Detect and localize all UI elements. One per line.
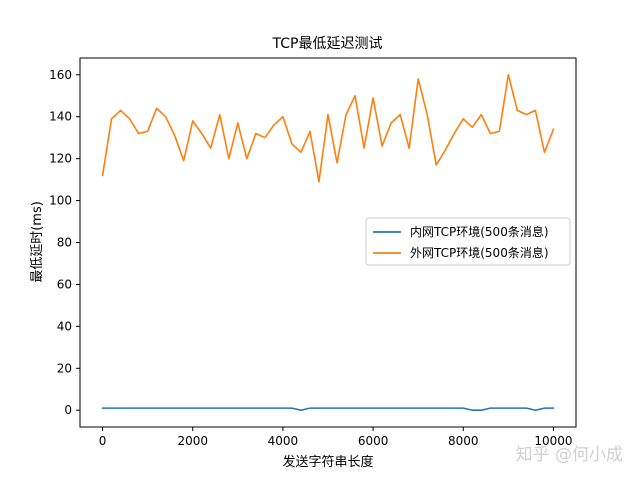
- x-tick-label: 4000: [268, 434, 299, 448]
- x-axis: 0 2000 4000 6000 8000 10000: [99, 427, 573, 448]
- y-axis-label: 最低延时(ms): [30, 201, 45, 283]
- series-layer: [101, 73, 555, 412]
- legend-box: [365, 217, 571, 266]
- y-tick-label: 20: [57, 361, 72, 375]
- series-line-2: [101, 73, 555, 183]
- y-tick-label: 100: [49, 194, 72, 208]
- x-axis-label: 发送字符串长度: [282, 454, 373, 470]
- series-line-1: [101, 407, 555, 412]
- legend-label: 外网TCP环境(500条消息): [410, 245, 549, 260]
- x-tick-label: 6000: [358, 434, 389, 448]
- watermark: 知乎 @何小成: [516, 445, 623, 465]
- plot-frame: [79, 57, 577, 428]
- x-tick-label: 10000: [534, 434, 572, 448]
- y-tick-label: 120: [49, 152, 72, 166]
- legend-label: 内网TCP环境(500条消息): [410, 224, 549, 239]
- y-tick-label: 80: [57, 236, 72, 250]
- y-tick-label: 60: [57, 277, 72, 291]
- y-axis: 0 20 40 60 80 100 120 140 160: [49, 68, 80, 417]
- y-tick-label: 160: [49, 68, 72, 82]
- x-tick-label: 2000: [177, 434, 208, 448]
- x-tick-label: 0: [99, 434, 107, 448]
- chart-title: TCP最低延迟测试: [272, 36, 383, 52]
- y-tick-label: 140: [49, 110, 72, 124]
- y-tick-label: 40: [57, 319, 72, 333]
- legend: 内网TCP环境(500条消息) 外网TCP环境(500条消息): [365, 217, 571, 266]
- y-tick-label: 0: [64, 403, 72, 417]
- x-tick-label: 8000: [448, 434, 479, 448]
